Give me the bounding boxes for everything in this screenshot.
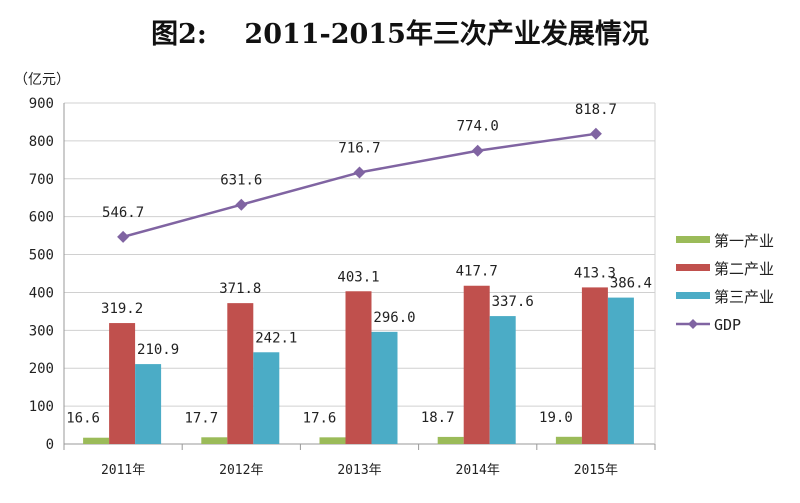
data-label: 631.6 [220, 173, 262, 189]
gdp-marker [117, 230, 130, 243]
bar-2 [345, 291, 372, 444]
y-tick-label: 500 [29, 248, 54, 264]
y-tick-label: 900 [29, 96, 54, 112]
bar-2 [463, 285, 490, 444]
gdp-marker [353, 166, 366, 179]
x-tick-label: 2011年 [101, 463, 145, 478]
y-axis-unit-label: （亿元） [14, 72, 70, 88]
data-label: 210.9 [137, 342, 179, 358]
data-label: 546.7 [102, 205, 144, 221]
bar-2 [581, 287, 608, 444]
y-tick-label: 0 [46, 437, 54, 453]
data-label: 16.6 [66, 411, 100, 427]
data-label: 413.3 [574, 265, 616, 281]
y-tick-label: 400 [29, 285, 54, 301]
x-tick-label: 2013年 [337, 463, 381, 478]
y-tick-label: 100 [29, 399, 54, 415]
bar-3 [253, 352, 280, 444]
legend-swatch [676, 264, 710, 271]
bar-2 [227, 303, 254, 444]
x-tick-label: 2014年 [456, 463, 500, 478]
bar-1 [555, 436, 582, 444]
y-tick-label: 200 [29, 361, 54, 377]
y-tick-label: 300 [29, 323, 54, 339]
bar-1 [83, 437, 110, 444]
bar-3 [607, 297, 634, 444]
legend-label: 第三产业 [714, 288, 774, 306]
y-tick-label: 700 [29, 172, 54, 188]
legend-swatch [676, 236, 710, 243]
data-label: 716.7 [338, 140, 380, 156]
data-label: 17.6 [303, 410, 337, 426]
gdp-marker [471, 144, 484, 157]
data-label: 371.8 [219, 281, 261, 297]
data-label: 319.2 [101, 301, 143, 317]
chart-title: 图2: 2011-2015年三次产业发展情况 [151, 19, 649, 50]
bar-3 [135, 364, 162, 444]
bar-2 [109, 323, 136, 444]
data-label: 774.0 [457, 119, 499, 135]
legend-marker [688, 319, 698, 329]
x-tick-label: 2015年 [574, 463, 618, 478]
data-label: 17.7 [184, 410, 218, 426]
legend-label: 第二产业 [714, 260, 774, 278]
bar-1 [319, 437, 346, 444]
bar-1 [437, 436, 464, 444]
data-label: 18.7 [421, 410, 455, 426]
legend-label: GDP [714, 316, 741, 334]
data-label: 19.0 [539, 410, 573, 426]
data-label: 337.6 [492, 294, 534, 310]
data-label: 417.7 [456, 264, 498, 280]
data-label: 296.0 [373, 310, 415, 326]
y-tick-label: 800 [29, 134, 54, 150]
y-tick-label: 600 [29, 210, 54, 226]
gdp-marker [589, 127, 602, 140]
bar-1 [201, 437, 228, 444]
gdp-marker [235, 198, 248, 211]
legend-swatch [676, 292, 710, 299]
legend-label: 第一产业 [714, 232, 774, 250]
data-label: 242.1 [255, 330, 297, 346]
bar-3 [371, 331, 398, 444]
bar-3 [489, 316, 516, 444]
data-label: 818.7 [575, 102, 617, 118]
data-label: 403.1 [337, 269, 379, 285]
data-label: 386.4 [610, 276, 652, 292]
x-tick-label: 2012年 [219, 463, 263, 478]
